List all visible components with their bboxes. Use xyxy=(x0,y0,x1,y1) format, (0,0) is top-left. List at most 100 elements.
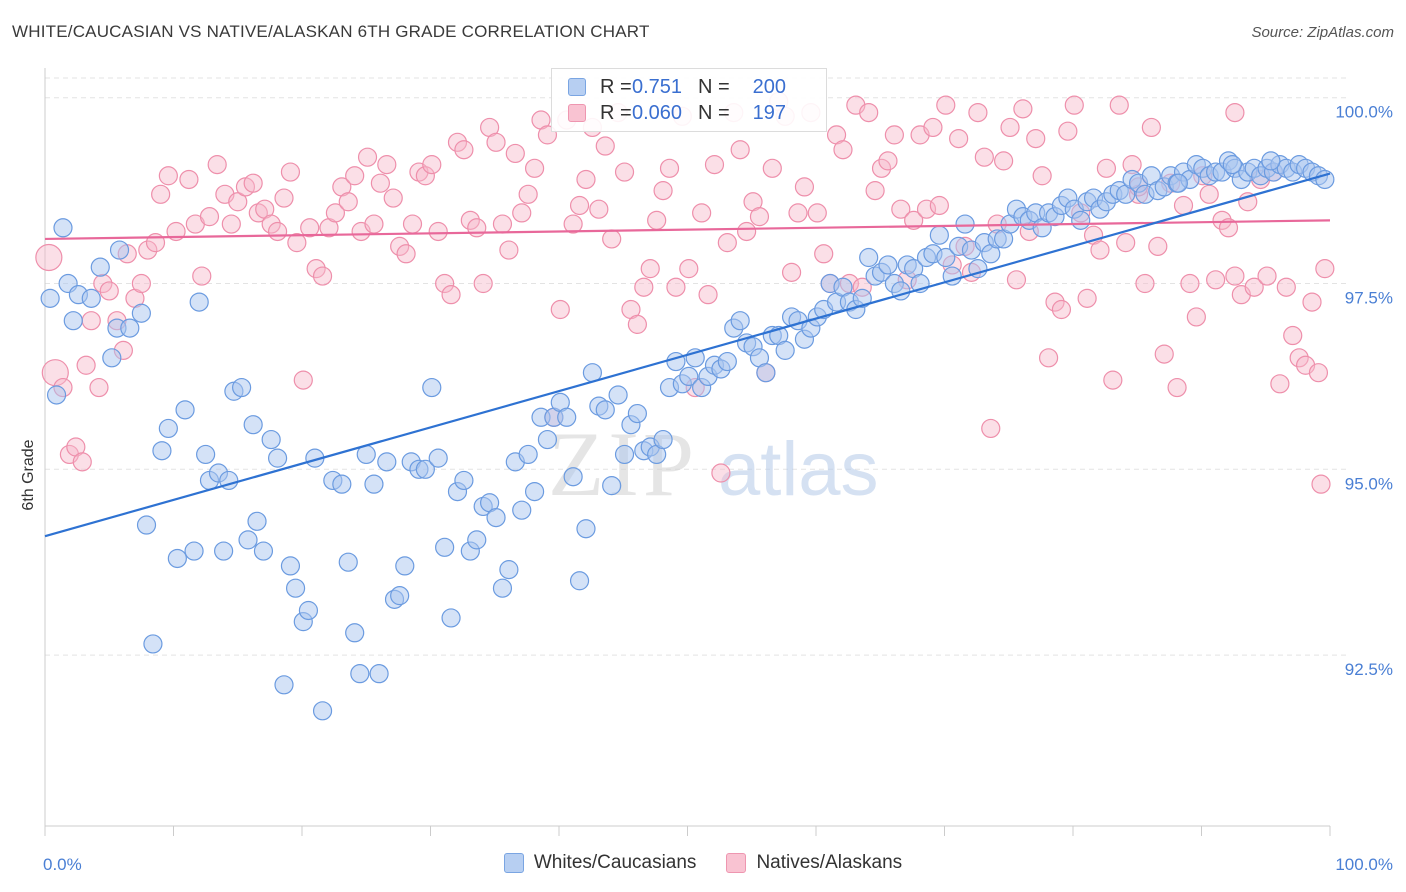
native-point xyxy=(1045,292,1065,312)
white-point xyxy=(261,429,281,450)
white-point xyxy=(936,247,956,268)
white-point xyxy=(518,444,538,465)
native-point xyxy=(306,259,326,279)
native-point xyxy=(1000,117,1020,138)
native-point xyxy=(467,218,487,238)
native-point xyxy=(974,147,994,167)
y-tick-label: 92.5% xyxy=(1345,660,1393,679)
native-point xyxy=(1077,288,1097,308)
white-point xyxy=(653,429,673,450)
white-point xyxy=(253,541,274,561)
native-point xyxy=(492,214,513,234)
white-point xyxy=(852,288,872,308)
native-point xyxy=(512,203,532,223)
native-point xyxy=(833,140,853,160)
legend-r-label: R = xyxy=(600,101,632,124)
native-point xyxy=(1270,374,1290,394)
white-point xyxy=(40,288,60,308)
native-point xyxy=(518,184,538,204)
white-point xyxy=(350,664,370,684)
legend-swatch-whites xyxy=(568,78,586,96)
legend-r-label: R = xyxy=(600,75,632,98)
white-point xyxy=(428,448,448,468)
native-point xyxy=(794,177,815,197)
native-point xyxy=(267,221,288,242)
native-point xyxy=(274,188,294,208)
white-point xyxy=(486,507,506,528)
native-point xyxy=(871,158,892,178)
x-tick-label: 0.0% xyxy=(43,855,82,874)
native-point xyxy=(1302,292,1322,312)
native-point xyxy=(916,199,937,219)
white-point xyxy=(109,240,130,260)
native-point xyxy=(1212,210,1232,230)
native-point xyxy=(524,158,545,178)
native-point xyxy=(199,207,220,227)
native-point xyxy=(981,418,1001,439)
native-point xyxy=(243,173,263,193)
legend-swatch-natives xyxy=(726,853,747,873)
native-point xyxy=(1283,325,1303,346)
native-point xyxy=(207,155,227,175)
white-point xyxy=(158,418,178,439)
legend-row-natives: R = 0.060 N = 197 xyxy=(568,100,786,126)
native-point xyxy=(692,203,712,223)
watermark-atlas: atlas xyxy=(718,427,879,512)
legend-label-whites: Whites/Caucasians xyxy=(533,852,697,873)
white-point xyxy=(390,586,410,606)
white-point xyxy=(214,541,234,561)
native-point xyxy=(878,151,898,171)
native-point xyxy=(131,273,151,294)
white-point xyxy=(608,385,628,405)
white-point xyxy=(247,511,267,531)
white-point xyxy=(338,552,358,572)
native-point xyxy=(968,102,988,123)
native-point xyxy=(994,151,1014,171)
white-point xyxy=(576,519,596,539)
native-point xyxy=(884,125,904,145)
native-point xyxy=(659,158,680,178)
native-point xyxy=(312,266,333,286)
white-point xyxy=(243,415,263,435)
native-point xyxy=(435,273,455,294)
native-point xyxy=(158,166,178,186)
native-point xyxy=(460,210,480,230)
native-point xyxy=(614,162,635,182)
white-point xyxy=(369,664,389,684)
native-point xyxy=(730,140,750,160)
native-point xyxy=(499,240,519,260)
native-point xyxy=(261,214,281,234)
native-point xyxy=(904,210,924,230)
legend-r-value: 0.060 xyxy=(632,101,683,124)
native-point xyxy=(647,210,667,230)
trend-lines xyxy=(44,172,1331,538)
native-point xyxy=(576,169,596,190)
white-point xyxy=(1261,151,1281,171)
white-point xyxy=(298,600,319,621)
native-point xyxy=(666,277,686,297)
native-point xyxy=(1244,277,1264,297)
native-point xyxy=(814,244,834,264)
white-point xyxy=(569,571,590,591)
white-point xyxy=(422,377,442,398)
white-point xyxy=(1315,169,1335,190)
native-point xyxy=(1311,474,1331,494)
legend-row-whites: R = 0.751 N = 200 xyxy=(568,74,786,100)
white-point xyxy=(435,537,455,557)
native-point xyxy=(357,147,378,167)
native-point xyxy=(1109,95,1129,115)
native-point xyxy=(1090,240,1110,260)
series-natives-points xyxy=(35,91,1335,494)
native-point xyxy=(891,199,911,219)
native-point xyxy=(1225,266,1245,286)
legend-label-natives: Natives/Alaskans xyxy=(756,852,903,873)
native-point xyxy=(1013,99,1033,119)
legend-r-value: 0.751 xyxy=(632,75,683,98)
native-point xyxy=(1103,370,1123,390)
native-point xyxy=(72,452,92,472)
native-point xyxy=(345,166,365,186)
native-point xyxy=(936,95,956,115)
native-point xyxy=(1058,121,1078,141)
white-point xyxy=(602,476,622,496)
legend-n-value: 200 xyxy=(752,75,786,98)
